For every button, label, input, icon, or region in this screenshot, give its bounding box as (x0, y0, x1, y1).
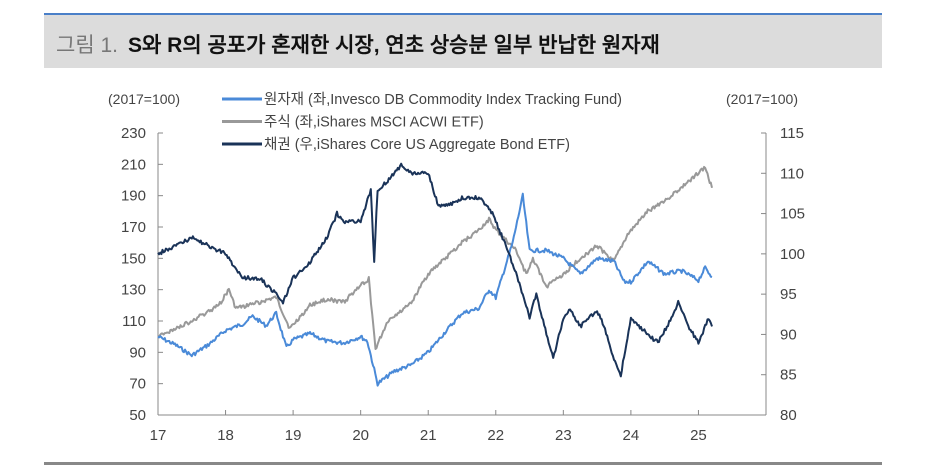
x-tick-label: 23 (555, 427, 572, 444)
left-tick-label: 130 (121, 282, 146, 299)
left-unit: (2017=100) (108, 91, 180, 107)
left-tick-label: 170 (121, 219, 146, 236)
x-tick-label: 21 (420, 427, 437, 444)
right-tick-label: 95 (780, 286, 797, 303)
legend-label: 채권 (우,iShares Core US Aggregate Bond ETF… (264, 136, 570, 153)
title-text: S와 R의 공포가 혼재한 시장, 연초 상승분 일부 반납한 원자재 (128, 34, 660, 57)
x-tick-label: 17 (150, 427, 167, 444)
x-tick-label: 24 (623, 427, 640, 444)
series-line-2 (157, 162, 713, 378)
right-tick-label: 80 (780, 407, 797, 424)
legend-label: 주식 (좌,iShares MSCI ACWI ETF) (264, 114, 484, 131)
left-tick-label: 70 (129, 376, 146, 393)
left-tick-label: 150 (121, 250, 146, 267)
right-tick-label: 105 (780, 206, 805, 223)
left-tick-label: 230 (121, 125, 146, 142)
right-tick-label: 85 (780, 367, 797, 384)
right-tick-label: 115 (780, 125, 804, 142)
series-line-0 (157, 192, 713, 387)
x-tick-label: 22 (487, 427, 504, 444)
right-tick-label: 100 (780, 246, 805, 263)
x-tick-label: 25 (690, 427, 707, 444)
left-tick-label: 50 (129, 407, 146, 424)
left-tick-label: 190 (121, 188, 146, 205)
left-tick-label: 110 (122, 313, 146, 330)
right-tick-label: 110 (780, 165, 804, 182)
x-tick-label: 19 (285, 427, 302, 444)
left-tick-label: 90 (129, 344, 146, 361)
right-tick-label: 90 (780, 326, 797, 343)
left-tick-label: 210 (121, 156, 146, 173)
right-unit: (2017=100) (726, 91, 798, 107)
page-title: 그림 1. S와 R의 공포가 혼재한 시장, 연초 상승분 일부 반납한 원자재 (56, 29, 660, 59)
title-bar: 그림 1. S와 R의 공포가 혼재한 시장, 연초 상승분 일부 반납한 원자재 (44, 15, 882, 68)
figure-label: 그림 1. (56, 34, 118, 57)
x-tick-label: 20 (352, 427, 369, 444)
top-rule (44, 13, 882, 15)
x-tick-label: 18 (217, 427, 234, 444)
legend-label: 원자재 (좌,Invesco DB Commodity Index Tracki… (264, 91, 622, 108)
bottom-rule (44, 462, 882, 465)
series-line-1 (157, 165, 713, 350)
